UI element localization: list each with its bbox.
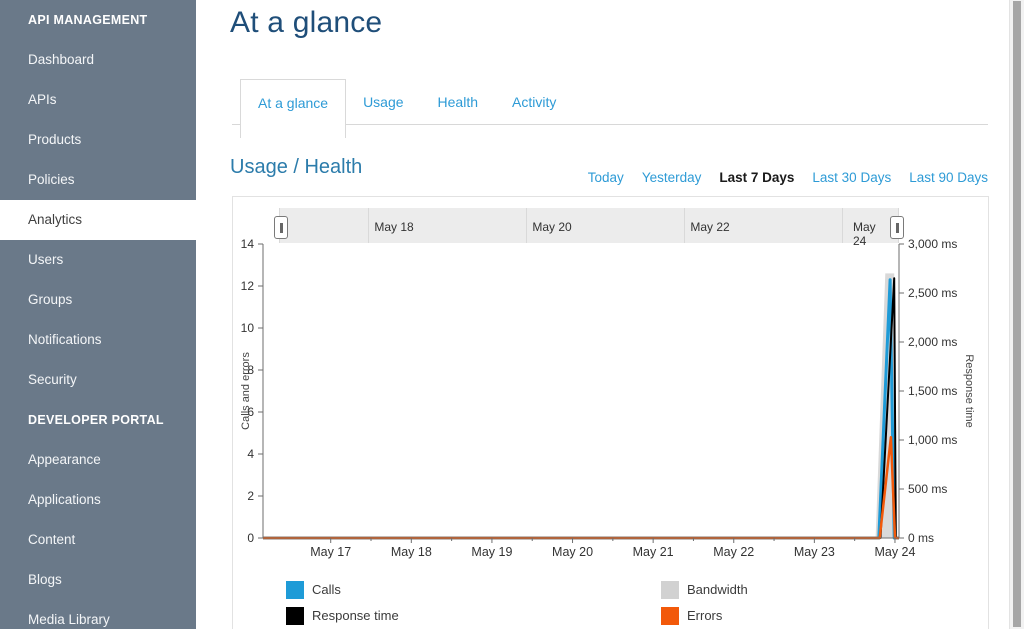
svg-text:May 23: May 23 — [794, 545, 835, 559]
svg-text:May 19: May 19 — [471, 545, 512, 559]
sidebar-section-developer-portal: DEVELOPER PORTAL — [28, 413, 164, 427]
sidebar-item-applications[interactable]: Applications — [28, 492, 101, 507]
sidebar-item-dashboard[interactable]: Dashboard — [28, 52, 95, 67]
svg-text:0: 0 — [247, 531, 254, 545]
svg-text:8: 8 — [247, 363, 254, 377]
svg-text:6: 6 — [247, 405, 254, 419]
legend-swatch-calls — [286, 581, 304, 599]
section-title: Usage / Health — [230, 156, 363, 178]
svg-text:3,000 ms: 3,000 ms — [908, 237, 957, 251]
svg-text:0 ms: 0 ms — [908, 531, 934, 545]
legend-label: Bandwidth — [687, 582, 748, 597]
time-range-last-30-days[interactable]: Last 30 Days — [812, 170, 892, 185]
sidebar-item-products[interactable]: Products — [28, 132, 82, 147]
svg-text:1,500 ms: 1,500 ms — [908, 384, 957, 398]
chart-panel: May 18 May 20 May 22 May 24 0 2 4 6 8 10 12 14 0 ms… — [232, 196, 989, 629]
legend-item-response-time: Response time — [286, 607, 399, 625]
sidebar-item-content[interactable]: Content — [28, 532, 76, 547]
svg-text:2: 2 — [247, 489, 254, 503]
svg-text:May 17: May 17 — [310, 545, 351, 559]
slider-label-may-20: May 20 — [532, 220, 572, 234]
slider-label-may-22: May 22 — [690, 220, 730, 234]
grip-icon — [895, 222, 899, 233]
sidebar-nav: API MANAGEMENT Dashboard APIs Products Polic… — [0, 0, 196, 629]
svg-text:May 20: May 20 — [552, 545, 593, 559]
legend-item-calls: Calls — [286, 581, 341, 599]
tab-activity[interactable]: Activity — [512, 94, 557, 110]
sidebar-item-groups[interactable]: Groups — [28, 292, 73, 307]
legend-label: Calls — [312, 582, 341, 597]
legend-label: Response time — [312, 608, 399, 623]
sidebar-item-apis[interactable]: APIs — [28, 92, 57, 107]
sidebar-section-api-management: API MANAGEMENT — [28, 13, 148, 27]
time-range-last-7-days[interactable]: Last 7 Days — [719, 170, 795, 185]
slider-tick — [684, 208, 685, 243]
svg-text:2,000 ms: 2,000 ms — [908, 335, 957, 349]
svg-text:10: 10 — [241, 321, 255, 335]
svg-text:Calls and errors: Calls and errors — [240, 352, 252, 430]
svg-text:4: 4 — [247, 447, 254, 461]
svg-text:500 ms: 500 ms — [908, 482, 947, 496]
slider-tick — [526, 208, 527, 243]
page-title: At a glance — [230, 6, 383, 39]
sidebar-item-analytics[interactable]: Analytics — [0, 200, 196, 240]
sidebar-item-blogs[interactable]: Blogs — [28, 572, 62, 587]
vertical-scrollbar[interactable] — [1009, 0, 1024, 629]
tab-bar: At a glance Usage Health Activity — [232, 79, 988, 138]
svg-text:1,000 ms: 1,000 ms — [908, 433, 957, 447]
sidebar-item-notifications[interactable]: Notifications — [28, 332, 102, 347]
svg-text:Response time: Response time — [963, 354, 975, 427]
grip-icon — [279, 222, 283, 233]
svg-text:14: 14 — [241, 237, 255, 251]
legend-item-errors: Errors — [661, 607, 722, 625]
slider-tick — [368, 208, 369, 243]
sidebar-item-media-library[interactable]: Media Library — [28, 612, 110, 627]
sidebar-item-policies[interactable]: Policies — [28, 172, 75, 187]
tab-health[interactable]: Health — [437, 94, 478, 110]
slider-label-may-18: May 18 — [374, 220, 414, 234]
tab-usage[interactable]: Usage — [363, 94, 404, 110]
sidebar-item-users[interactable]: Users — [28, 252, 64, 267]
legend-swatch-bandwidth — [661, 581, 679, 599]
time-range-links: Today Yesterday Last 7 Days Last 30 Days Las… — [570, 169, 988, 187]
slider-tick — [842, 208, 843, 243]
usage-health-chart: 0 2 4 6 8 10 12 14 0 ms 500 ms 1,000 ms 1,500 ms 2,0… — [240, 237, 975, 559]
range-slider-bar[interactable]: May 18 May 20 May 22 May 24 — [279, 208, 899, 248]
range-slider-handle-right[interactable] — [890, 216, 904, 239]
svg-text:12: 12 — [241, 279, 255, 293]
tab-at-a-glance[interactable]: At a glance — [240, 79, 347, 138]
slider-label-may-24: May 24 — [853, 220, 876, 248]
scrollbar-thumb[interactable] — [1013, 1, 1021, 627]
legend-label: Errors — [687, 608, 723, 623]
sidebar-item-appearance[interactable]: Appearance — [28, 452, 101, 467]
range-slider-handle-left[interactable] — [274, 216, 288, 239]
sidebar-item-security[interactable]: Security — [28, 372, 77, 387]
sidebar: API MANAGEMENT Dashboard APIs Products Polic… — [0, 0, 196, 629]
time-range-yesterday[interactable]: Yesterday — [641, 170, 702, 185]
svg-text:May 21: May 21 — [633, 545, 674, 559]
svg-text:May 24: May 24 — [874, 545, 915, 559]
svg-text:2,500 ms: 2,500 ms — [908, 286, 957, 300]
legend-swatch-response-time — [286, 607, 304, 625]
legend-item-bandwidth: Bandwidth — [661, 581, 748, 599]
svg-text:May 22: May 22 — [713, 545, 754, 559]
tab-bar-divider — [232, 124, 988, 125]
time-range-last-90-days[interactable]: Last 90 Days — [909, 170, 988, 185]
time-range-today[interactable]: Today — [587, 170, 624, 185]
svg-text:May 18: May 18 — [391, 545, 432, 559]
legend-swatch-errors — [661, 607, 679, 625]
